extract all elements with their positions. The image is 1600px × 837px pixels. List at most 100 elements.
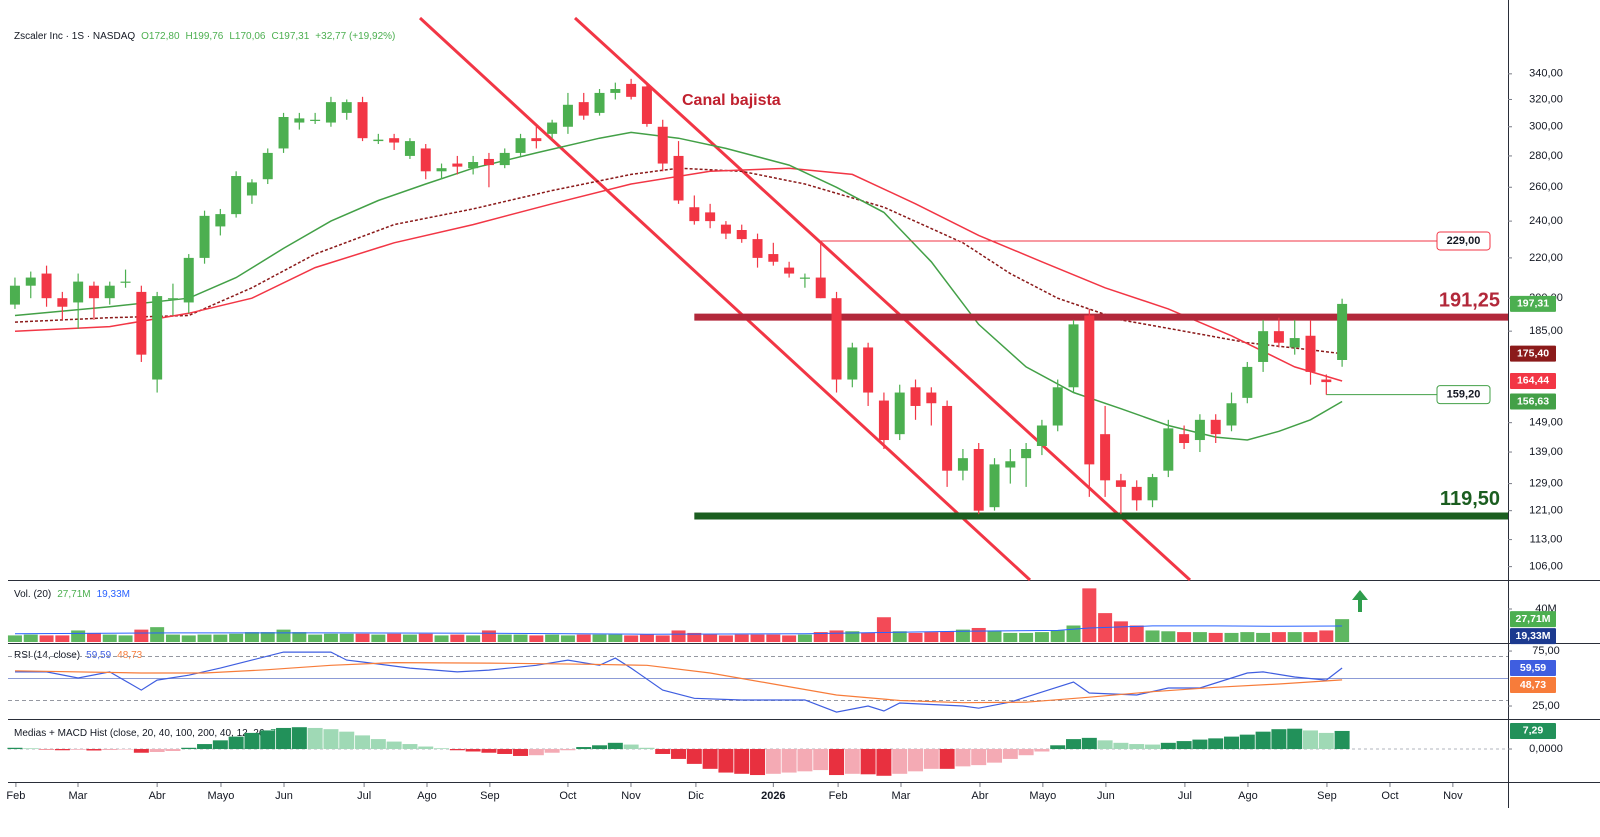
volume-bar bbox=[229, 633, 244, 642]
legend-value: 27,71M bbox=[57, 589, 90, 600]
legend-value: O172,80 bbox=[141, 31, 180, 42]
value-box-label: 19,33M bbox=[1515, 630, 1550, 642]
candle-body bbox=[389, 138, 400, 143]
candle-body bbox=[483, 158, 494, 166]
volume-bar bbox=[892, 631, 907, 642]
x-tick-label: Jun bbox=[1097, 790, 1115, 802]
macd-bar bbox=[1239, 734, 1255, 750]
value-box bbox=[1510, 393, 1556, 410]
y-tick-label: 340,00 bbox=[1529, 68, 1563, 80]
rsi-line bbox=[15, 651, 1343, 713]
volume-bar bbox=[592, 634, 607, 642]
volume-bar bbox=[1256, 632, 1271, 642]
macd-bar bbox=[212, 740, 228, 750]
y-tick-label: 320,00 bbox=[1529, 93, 1563, 105]
volume-bar bbox=[624, 635, 639, 642]
volume-bar bbox=[1224, 632, 1239, 642]
value-box-label: 156,63 bbox=[1517, 395, 1549, 407]
x-tick-label: Mayo bbox=[208, 790, 235, 802]
volume-bar bbox=[71, 630, 86, 642]
legend: Vol. (20) 27,71M 19,33M bbox=[14, 589, 130, 600]
value-box bbox=[1510, 676, 1556, 693]
legend-title: Medias + MACD Hist (close, 20, 40, 100, … bbox=[14, 728, 265, 739]
volume-bar bbox=[371, 634, 386, 642]
macd-bar bbox=[876, 749, 892, 776]
volume-bar bbox=[308, 634, 323, 642]
candle-body bbox=[894, 392, 905, 435]
y-tick-label: 121,00 bbox=[1529, 505, 1563, 517]
volume-bar bbox=[213, 634, 228, 642]
macd-bar bbox=[750, 749, 766, 776]
volume-bar bbox=[608, 634, 623, 642]
volume-bar bbox=[418, 633, 433, 642]
channel bbox=[418, 16, 1192, 582]
level-box bbox=[1436, 231, 1491, 251]
macd-bar bbox=[939, 749, 955, 769]
candle-body bbox=[1052, 387, 1063, 426]
macd-bar bbox=[481, 749, 497, 753]
candle-body bbox=[25, 277, 36, 286]
macd-bar bbox=[54, 749, 70, 751]
volume-bar bbox=[987, 630, 1002, 642]
volume-bar bbox=[1145, 630, 1160, 642]
volume-bar bbox=[782, 635, 797, 642]
macd-bar bbox=[892, 749, 908, 774]
candle-body bbox=[689, 207, 700, 222]
legend-value: 59,59 bbox=[86, 650, 111, 661]
macd-bar bbox=[734, 749, 750, 774]
macd-bar bbox=[1050, 745, 1066, 750]
candle-body bbox=[1289, 338, 1300, 348]
candle-body bbox=[815, 277, 826, 299]
macd-bar bbox=[1224, 736, 1240, 750]
x-tick-label: Ago bbox=[1238, 790, 1258, 802]
y-tick-label: 139,00 bbox=[1529, 446, 1563, 458]
macd-bar bbox=[844, 749, 860, 774]
volume-bar bbox=[1034, 632, 1049, 642]
value-box bbox=[1510, 722, 1556, 739]
macd-bar bbox=[323, 729, 339, 750]
candle-body bbox=[167, 298, 178, 300]
x-tick-label: Feb bbox=[829, 790, 848, 802]
x-tick-label: Abr bbox=[971, 790, 988, 802]
candle-body bbox=[1068, 324, 1079, 388]
volume-bar bbox=[55, 635, 70, 642]
volume-bar bbox=[513, 634, 528, 642]
macd-bar bbox=[623, 744, 639, 750]
volume-bar bbox=[450, 634, 465, 642]
value-box-label: 175,40 bbox=[1517, 347, 1549, 359]
x-tick-label: Abr bbox=[149, 790, 166, 802]
macd-bar bbox=[576, 747, 592, 750]
volume-bar bbox=[766, 634, 781, 642]
volume-bar bbox=[924, 632, 939, 642]
y-tick-label: 129,00 bbox=[1529, 478, 1563, 490]
volume-bar bbox=[1287, 632, 1302, 642]
macd-bar bbox=[1034, 749, 1050, 752]
candle-body bbox=[404, 141, 415, 156]
volume-bar bbox=[1129, 625, 1144, 642]
legend-value: C197,31 bbox=[271, 31, 309, 42]
candle-body bbox=[452, 163, 463, 167]
x-tick-label: Jul bbox=[357, 790, 371, 802]
volume-bar bbox=[276, 629, 291, 642]
macd-bar bbox=[1113, 742, 1129, 750]
volume-bar bbox=[23, 634, 38, 642]
volume-bar bbox=[402, 634, 417, 642]
macd-bar bbox=[70, 749, 86, 750]
volume-bar bbox=[861, 632, 876, 642]
candle-body bbox=[831, 298, 842, 380]
volume-bar bbox=[1335, 619, 1350, 642]
candle-body bbox=[594, 92, 605, 113]
rsi-line bbox=[14, 661, 1343, 704]
macd-bar bbox=[955, 749, 971, 767]
volume-bar bbox=[102, 634, 117, 642]
x-tick-label: Mar bbox=[892, 790, 911, 802]
candle-body bbox=[1100, 434, 1111, 481]
candle-body bbox=[1179, 434, 1190, 444]
volume-bar bbox=[687, 632, 702, 642]
macd-bar bbox=[1129, 744, 1145, 750]
volume-bar bbox=[1303, 632, 1318, 642]
candle-body bbox=[294, 118, 305, 123]
candle-body bbox=[626, 83, 637, 97]
value-box bbox=[1510, 628, 1556, 645]
